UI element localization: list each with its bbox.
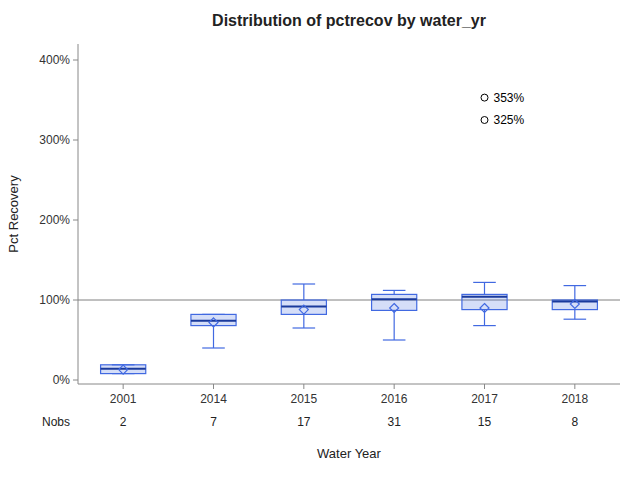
x-tick xyxy=(484,384,485,389)
title: Distribution of pctrecov by water_yr xyxy=(212,12,486,29)
box-group xyxy=(372,290,417,340)
median xyxy=(372,298,417,300)
nobs-value: 15 xyxy=(478,415,492,429)
x-tick xyxy=(394,384,395,389)
mean-marker xyxy=(390,304,399,313)
nobs-value: 8 xyxy=(571,415,578,429)
mean-marker xyxy=(299,305,308,314)
y-tick-label: 100% xyxy=(39,293,70,307)
x-tick-label: 2014 xyxy=(200,392,227,406)
cap-high xyxy=(383,290,406,291)
x-tick xyxy=(303,384,304,389)
x-tick-label: 2017 xyxy=(471,392,498,406)
x-axis-line xyxy=(78,384,620,385)
mean-marker xyxy=(119,365,128,374)
cap-low xyxy=(293,327,316,328)
box xyxy=(281,300,326,314)
y-tick xyxy=(73,60,78,61)
y-tick-label: 0% xyxy=(53,373,71,387)
whisker-low xyxy=(574,310,575,320)
mean-marker xyxy=(480,304,489,313)
box-group xyxy=(191,314,236,348)
y-tick xyxy=(73,140,78,141)
box xyxy=(372,294,417,310)
x-tick xyxy=(213,384,214,389)
cap-high xyxy=(473,282,496,283)
annotation: 325% xyxy=(494,113,525,127)
median xyxy=(552,301,597,303)
box xyxy=(552,300,597,310)
y-axis-line xyxy=(78,44,79,384)
cap-high xyxy=(564,285,587,286)
x-tick-label: 2016 xyxy=(381,392,408,406)
box-group xyxy=(101,365,146,374)
y-tick-label: 400% xyxy=(39,53,70,67)
annotation: 353% xyxy=(494,91,525,105)
flier xyxy=(481,117,488,124)
median xyxy=(191,320,236,322)
median xyxy=(462,296,507,298)
x-tick xyxy=(123,384,124,389)
chart: Distribution of pctrecov by water_yr 0% 10… xyxy=(0,0,640,480)
mean-marker xyxy=(209,318,218,327)
whisker-high xyxy=(484,282,485,294)
cap-low xyxy=(202,347,225,348)
box xyxy=(462,294,507,309)
flier xyxy=(481,94,488,101)
cap-low xyxy=(473,325,496,326)
whisker-low xyxy=(213,326,214,348)
whisker-high xyxy=(574,286,575,300)
nobs-row: Nobs 2 7 17 31 15 8 xyxy=(42,415,579,429)
x-axis-label: Water Year xyxy=(317,446,382,461)
y-tick xyxy=(73,220,78,221)
x-tick-label: 2018 xyxy=(561,392,588,406)
mean-marker xyxy=(570,300,579,309)
y-tick xyxy=(73,380,78,381)
box-group xyxy=(552,286,597,320)
nobs-value: 31 xyxy=(387,415,401,429)
y-axis-label: Pct Recovery xyxy=(6,175,21,253)
whisker-low xyxy=(394,310,395,340)
x-tick xyxy=(574,384,575,389)
cap-low xyxy=(383,339,406,340)
nobs-label: Nobs xyxy=(42,415,70,429)
cap-low xyxy=(564,319,587,320)
x-tick-label: 2001 xyxy=(110,392,137,406)
y-tick-label: 200% xyxy=(39,213,70,227)
x-axis: 2001 2014 2015 2016 2017 2018 xyxy=(78,384,620,406)
plot-area xyxy=(78,94,620,374)
annotations: 353% 325% xyxy=(494,91,525,127)
y-tick xyxy=(73,300,78,301)
box xyxy=(101,365,146,374)
cap-high xyxy=(293,283,316,284)
box xyxy=(191,314,236,325)
box-group xyxy=(462,94,507,326)
reference-line xyxy=(78,300,620,301)
nobs-value: 2 xyxy=(120,415,127,429)
box-group xyxy=(281,284,326,328)
x-tick-label: 2015 xyxy=(290,392,317,406)
whisker-high xyxy=(303,284,304,300)
nobs-value: 7 xyxy=(210,415,217,429)
nobs-value: 17 xyxy=(297,415,311,429)
y-tick-label: 300% xyxy=(39,133,70,147)
median xyxy=(101,368,146,370)
y-axis: 0% 100% 200% 300% 400% xyxy=(39,44,78,387)
whisker-low xyxy=(303,314,304,328)
